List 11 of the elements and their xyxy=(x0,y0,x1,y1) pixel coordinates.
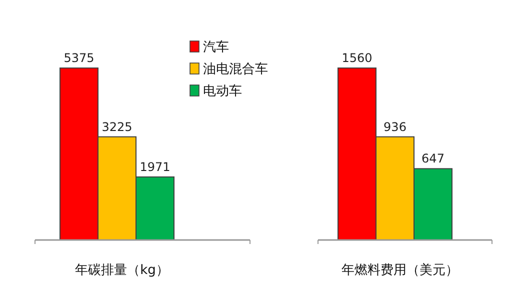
legend-label: 电动车 xyxy=(203,84,242,99)
x-axis-title: 年燃料费用（美元） xyxy=(342,262,458,278)
data-label: 1971 xyxy=(140,160,170,174)
legend-label: 油电混合车 xyxy=(203,62,268,77)
legend-label: 汽车 xyxy=(203,40,229,55)
x-axis-title: 年碳排量（kg） xyxy=(75,263,169,278)
data-label: 3225 xyxy=(102,120,132,134)
data-label: 647 xyxy=(422,152,444,166)
data-label: 5375 xyxy=(64,51,94,65)
data-label: 936 xyxy=(384,120,406,134)
data-label: 1560 xyxy=(342,51,372,65)
